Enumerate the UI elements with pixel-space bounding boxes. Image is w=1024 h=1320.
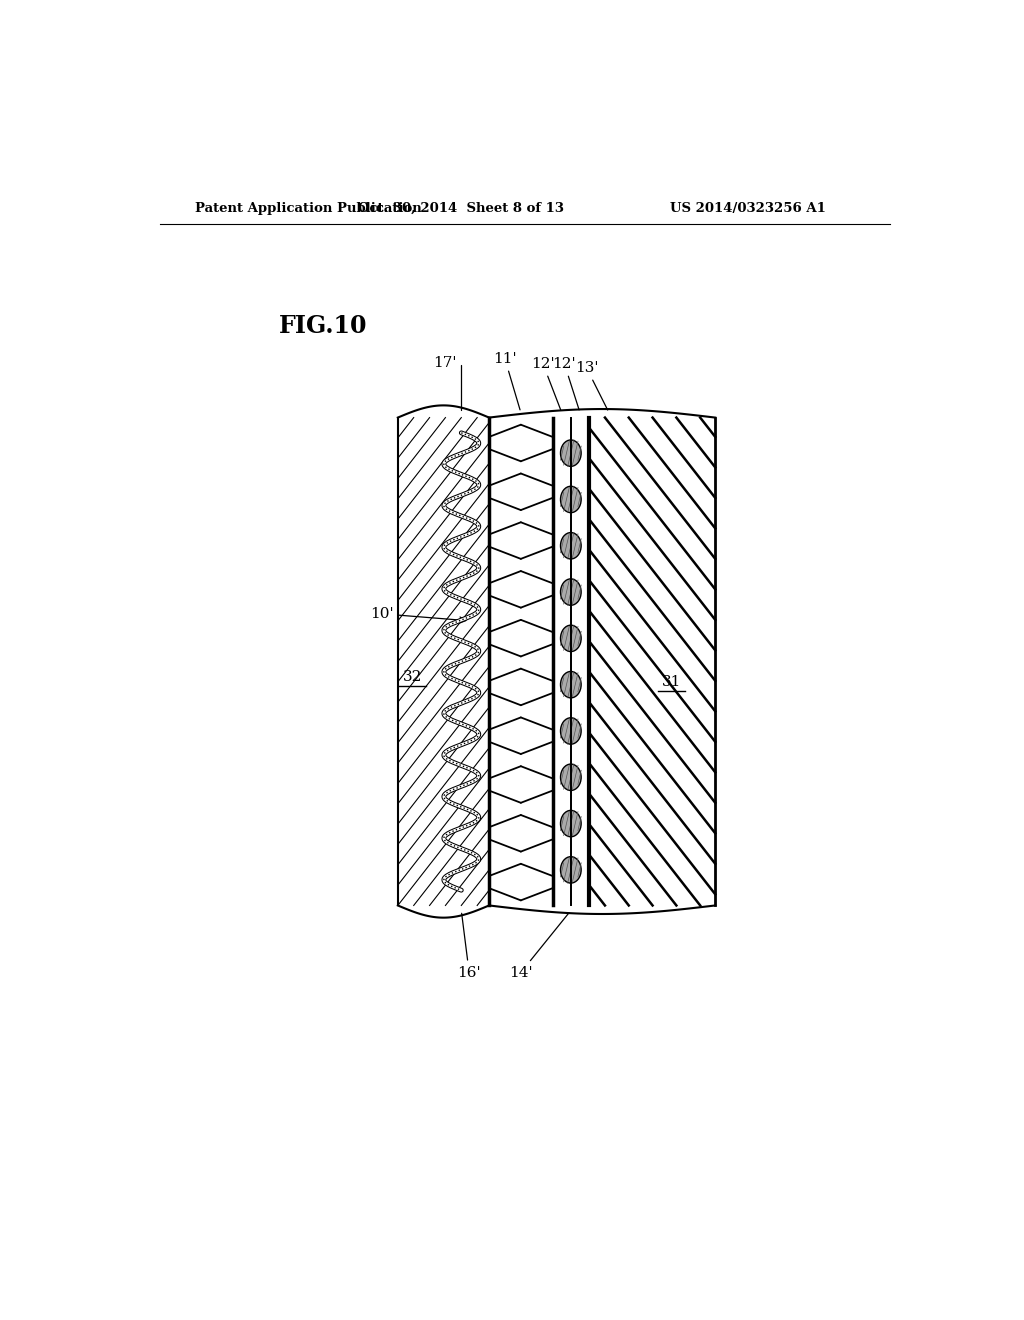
Circle shape	[560, 626, 582, 652]
Circle shape	[560, 579, 582, 606]
Text: US 2014/0323256 A1: US 2014/0323256 A1	[671, 202, 826, 215]
Bar	[553, 417, 570, 906]
Text: 14': 14'	[509, 912, 569, 979]
Circle shape	[560, 672, 582, 698]
Text: 12': 12'	[553, 356, 580, 409]
Circle shape	[560, 718, 582, 744]
Text: 16': 16'	[458, 913, 481, 979]
Text: 32: 32	[402, 669, 422, 684]
Circle shape	[560, 440, 582, 466]
Bar	[589, 417, 715, 906]
Bar	[397, 417, 489, 906]
Text: 13': 13'	[574, 360, 607, 411]
Text: 12': 12'	[531, 356, 561, 411]
Circle shape	[560, 532, 582, 558]
Circle shape	[560, 857, 582, 883]
Text: 17': 17'	[433, 356, 462, 409]
Text: 10': 10'	[370, 607, 466, 623]
Text: Patent Application Publication: Patent Application Publication	[196, 202, 422, 215]
Circle shape	[560, 764, 582, 791]
Bar	[570, 417, 589, 906]
Text: FIG.10: FIG.10	[279, 314, 368, 338]
Circle shape	[560, 810, 582, 837]
Bar	[489, 417, 553, 906]
Text: 31: 31	[662, 675, 681, 689]
Circle shape	[560, 486, 582, 512]
Text: 11': 11'	[494, 351, 520, 409]
Text: Oct. 30, 2014  Sheet 8 of 13: Oct. 30, 2014 Sheet 8 of 13	[358, 202, 564, 215]
